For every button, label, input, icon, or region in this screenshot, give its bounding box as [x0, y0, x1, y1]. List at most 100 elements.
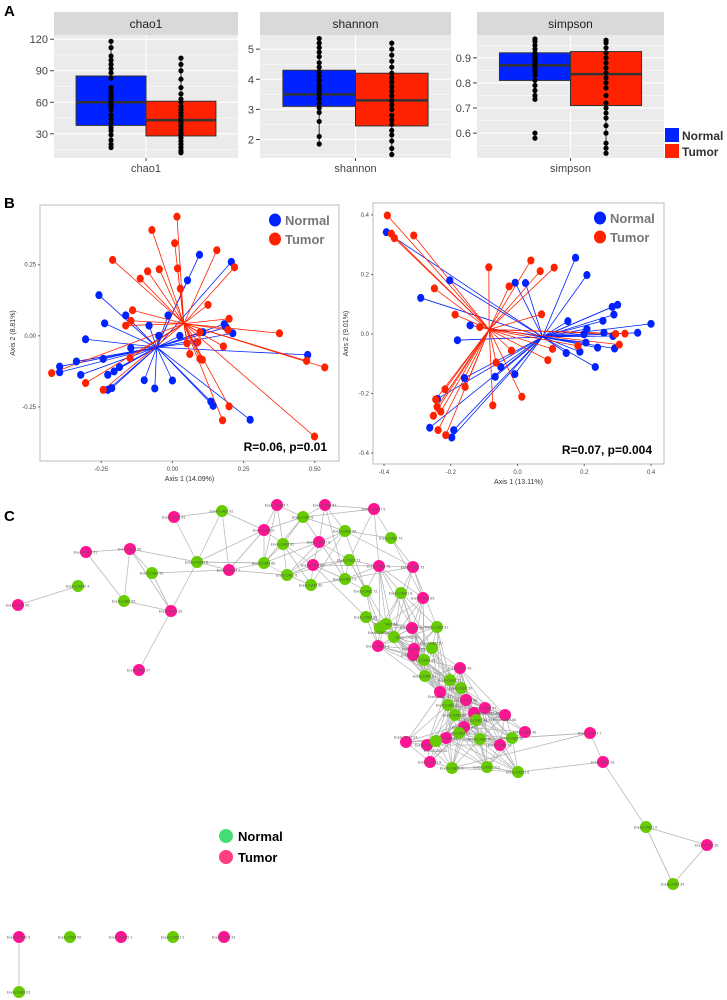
spider-line-tumor — [183, 267, 235, 324]
data-point-normal — [108, 53, 114, 59]
node-circle — [444, 674, 456, 686]
node-label: Evelo.CA82 58. — [368, 631, 392, 635]
point-normal — [164, 311, 172, 320]
y-tick-label: 5 — [248, 44, 254, 56]
network-node-normal: Evelo.CA82 39. — [500, 732, 524, 744]
node-circle — [597, 756, 609, 768]
data-point-normal — [316, 105, 322, 111]
data-point-tumor — [389, 79, 395, 85]
network-node-normal: Evelo.CA82 43. — [447, 727, 471, 739]
node-label: Evelo.CA82 9. — [253, 528, 275, 532]
network-node-normal: Evelo.CA82 80. — [252, 557, 276, 569]
pcoa-plot-2: -0.4 -0.2 0.0 0.2 0.4 -0.4 -0.2 0.0 0.2 0.4 Axis 1… — [343, 202, 665, 486]
data-point-normal — [316, 82, 322, 88]
node-circle — [421, 739, 433, 751]
point-tumor — [615, 340, 623, 349]
network-node-normal: Evelo.CA82 58. — [368, 622, 392, 635]
data-point-normal — [316, 96, 322, 102]
point-normal — [95, 291, 103, 300]
data-point-tumor — [603, 80, 609, 86]
network-edge — [123, 600, 172, 612]
node-circle — [13, 931, 25, 943]
data-point-tumor — [603, 50, 609, 56]
node-circle — [216, 505, 228, 517]
node-label: Evelo.CA82 53. — [438, 678, 462, 682]
network-node-tumor: Evelo.CA828 7. — [265, 499, 289, 511]
spider-line-tumor — [489, 329, 553, 350]
network-node-normal: Evelo.CA827 0. — [333, 573, 357, 585]
network-node-normal: Evelo.CA82 82. — [271, 538, 295, 550]
data-point-tumor — [178, 103, 184, 110]
data-point-tumor — [178, 61, 184, 68]
network-node-normal: Evelo.CA83 00. — [112, 595, 136, 607]
facet-strip — [54, 12, 238, 35]
network-edge — [424, 675, 486, 709]
point-tumor — [612, 329, 620, 338]
point-normal — [647, 319, 655, 328]
data-point-tumor — [178, 91, 184, 97]
node-label: Evelo.CA82 64. — [374, 622, 398, 626]
point-tumor — [148, 226, 156, 235]
node-circle — [506, 732, 518, 744]
data-point-tumor — [178, 84, 184, 91]
node-label: Evelo.CA82 69. — [411, 596, 435, 600]
spider-line-normal — [514, 336, 543, 375]
node-circle — [667, 878, 679, 890]
node-label: Evelo.CA823 9. — [440, 766, 464, 770]
point-normal — [460, 373, 469, 382]
data-point-normal — [108, 124, 114, 131]
node-label: Evelo.CA827 0. — [333, 577, 357, 581]
data-point-normal — [316, 133, 322, 140]
network-edge — [282, 543, 314, 566]
network-edge — [645, 826, 708, 846]
point-tumor — [544, 356, 552, 365]
node-label: Evelo.CA82 43. — [447, 731, 471, 735]
node-circle — [519, 726, 531, 738]
point-normal — [140, 376, 148, 385]
point-normal — [168, 376, 177, 385]
network-edge — [196, 529, 265, 563]
point-tumor — [476, 323, 484, 332]
network-node-tumor: Evelo.CA82 47. — [473, 702, 497, 714]
data-point-normal — [532, 135, 538, 141]
network-node-tumor: Evelo.CA83 05. — [6, 599, 30, 611]
data-point-tumor — [389, 97, 395, 103]
data-point-normal — [532, 96, 538, 102]
y-tick-label: -0.2 — [359, 391, 370, 397]
node-label: Evelo.CA82 47. — [473, 706, 497, 710]
spider-line-tumor — [488, 260, 532, 330]
network-edge — [286, 541, 320, 576]
point-tumor — [225, 314, 233, 323]
network-node-normal: Evelo.CA82 66. — [354, 611, 378, 623]
point-normal — [521, 279, 530, 288]
point-normal — [562, 348, 570, 357]
node-label: Evelo.CA82 82. — [301, 563, 325, 567]
node-circle — [297, 511, 309, 523]
spider-line-tumor — [488, 270, 541, 330]
data-point-normal — [316, 141, 322, 147]
network-node-tumor: Evelo.CA82 49. — [448, 662, 472, 674]
spider-line-normal — [542, 257, 576, 338]
point-normal — [155, 331, 163, 340]
network-edge — [378, 565, 387, 625]
node-label: Evelo.CA83 01. — [74, 550, 98, 554]
point-normal — [176, 331, 184, 340]
data-point-tumor — [178, 68, 184, 74]
point-normal — [448, 433, 456, 442]
network-edge — [377, 645, 441, 693]
spider-line-tumor — [132, 309, 184, 325]
network-node-normal: Evelo.CA82 74. — [379, 532, 403, 544]
point-normal — [466, 321, 474, 330]
spider-line-tumor — [488, 286, 510, 330]
point-tumor — [128, 306, 137, 315]
data-point-normal — [108, 45, 114, 51]
point-tumor — [461, 382, 469, 391]
spider-line-normal — [80, 346, 157, 376]
node-label: Evelo.CA82 75. — [401, 565, 425, 569]
data-point-tumor — [389, 52, 395, 58]
network-edge — [435, 699, 467, 742]
network-edge — [445, 737, 519, 773]
node-label: Evelo.CA82 81. — [313, 503, 337, 507]
network-node-tumor: Evelo.CA827 9. — [307, 536, 331, 548]
